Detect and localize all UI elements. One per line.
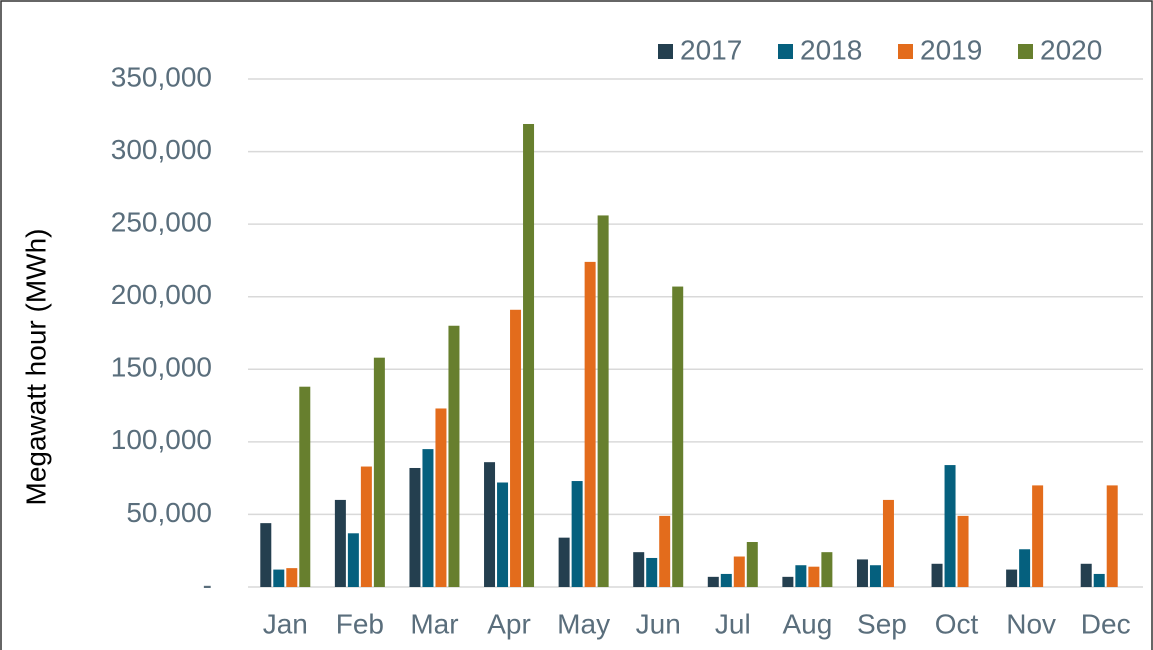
- x-tick-label: Nov: [1006, 608, 1056, 639]
- bar: [571, 481, 583, 587]
- bar: [409, 467, 421, 587]
- bar: [782, 576, 794, 587]
- bar: [1006, 569, 1018, 587]
- x-tick-label: May: [557, 608, 610, 639]
- bar: [286, 568, 298, 587]
- bar: [808, 566, 820, 587]
- bar: [856, 559, 868, 587]
- y-tick-label: 100,000: [111, 424, 212, 455]
- bar: [360, 466, 372, 587]
- bar: [795, 565, 807, 587]
- bar: [633, 552, 645, 587]
- bar: [869, 565, 881, 587]
- bar: [1080, 563, 1092, 587]
- bar: [373, 357, 385, 587]
- bar: [597, 215, 609, 588]
- x-tick-label: Oct: [935, 608, 979, 639]
- bar: [957, 515, 969, 587]
- bar: [707, 576, 719, 587]
- bar: [720, 573, 732, 587]
- y-tick-label: 150,000: [111, 352, 212, 383]
- bar: [273, 569, 285, 587]
- y-tick-label: 300,000: [111, 134, 212, 165]
- y-tick-label: 250,000: [111, 207, 212, 238]
- x-tick-label: Jan: [263, 608, 308, 639]
- x-tick-label: Aug: [782, 608, 832, 639]
- bar: [746, 542, 758, 587]
- x-tick-label: Jul: [715, 608, 751, 639]
- y-tick-label: 50,000: [126, 497, 212, 528]
- x-tick-label: Mar: [410, 608, 458, 639]
- bar: [944, 465, 956, 587]
- y-tick-label: 200,000: [111, 279, 212, 310]
- bar: [821, 552, 833, 587]
- bar: [299, 386, 311, 587]
- y-tick-label: 350,000: [111, 61, 212, 92]
- legend-label: 2018: [800, 34, 862, 65]
- y-axis-label: Megawatt hour (MWh): [20, 229, 51, 506]
- bar: [497, 482, 509, 587]
- legend-swatch: [658, 44, 673, 59]
- bar: [672, 286, 684, 587]
- bar: [1019, 549, 1031, 587]
- bar: [334, 499, 346, 587]
- bar: [1032, 485, 1044, 587]
- bar: [558, 537, 570, 587]
- legend-label: 2020: [1040, 34, 1102, 65]
- bar: [584, 261, 596, 587]
- legend-swatch: [778, 44, 793, 59]
- bar: [448, 325, 460, 587]
- bar: [1106, 485, 1118, 587]
- bar: [882, 499, 894, 587]
- x-tick-label: Apr: [487, 608, 531, 639]
- legend-label: 2019: [920, 34, 982, 65]
- legend-label: 2017: [680, 34, 742, 65]
- x-tick-label: Dec: [1081, 608, 1131, 639]
- bar: [484, 462, 496, 587]
- x-tick-label: Jun: [636, 608, 681, 639]
- bar: [347, 533, 359, 587]
- x-tick-label: Feb: [336, 608, 384, 639]
- bar: [659, 515, 671, 587]
- bar: [422, 449, 434, 587]
- bar: [435, 408, 447, 587]
- bar: [931, 563, 943, 587]
- legend-swatch: [1018, 44, 1033, 59]
- x-tick-label: Sep: [857, 608, 907, 639]
- bar: [523, 123, 535, 587]
- bar: [646, 557, 658, 587]
- legend-swatch: [898, 44, 913, 59]
- bar: [510, 309, 522, 587]
- bar: [733, 556, 745, 587]
- bar: [260, 523, 272, 587]
- y-tick-label: -: [203, 569, 212, 600]
- bar: [1093, 573, 1105, 587]
